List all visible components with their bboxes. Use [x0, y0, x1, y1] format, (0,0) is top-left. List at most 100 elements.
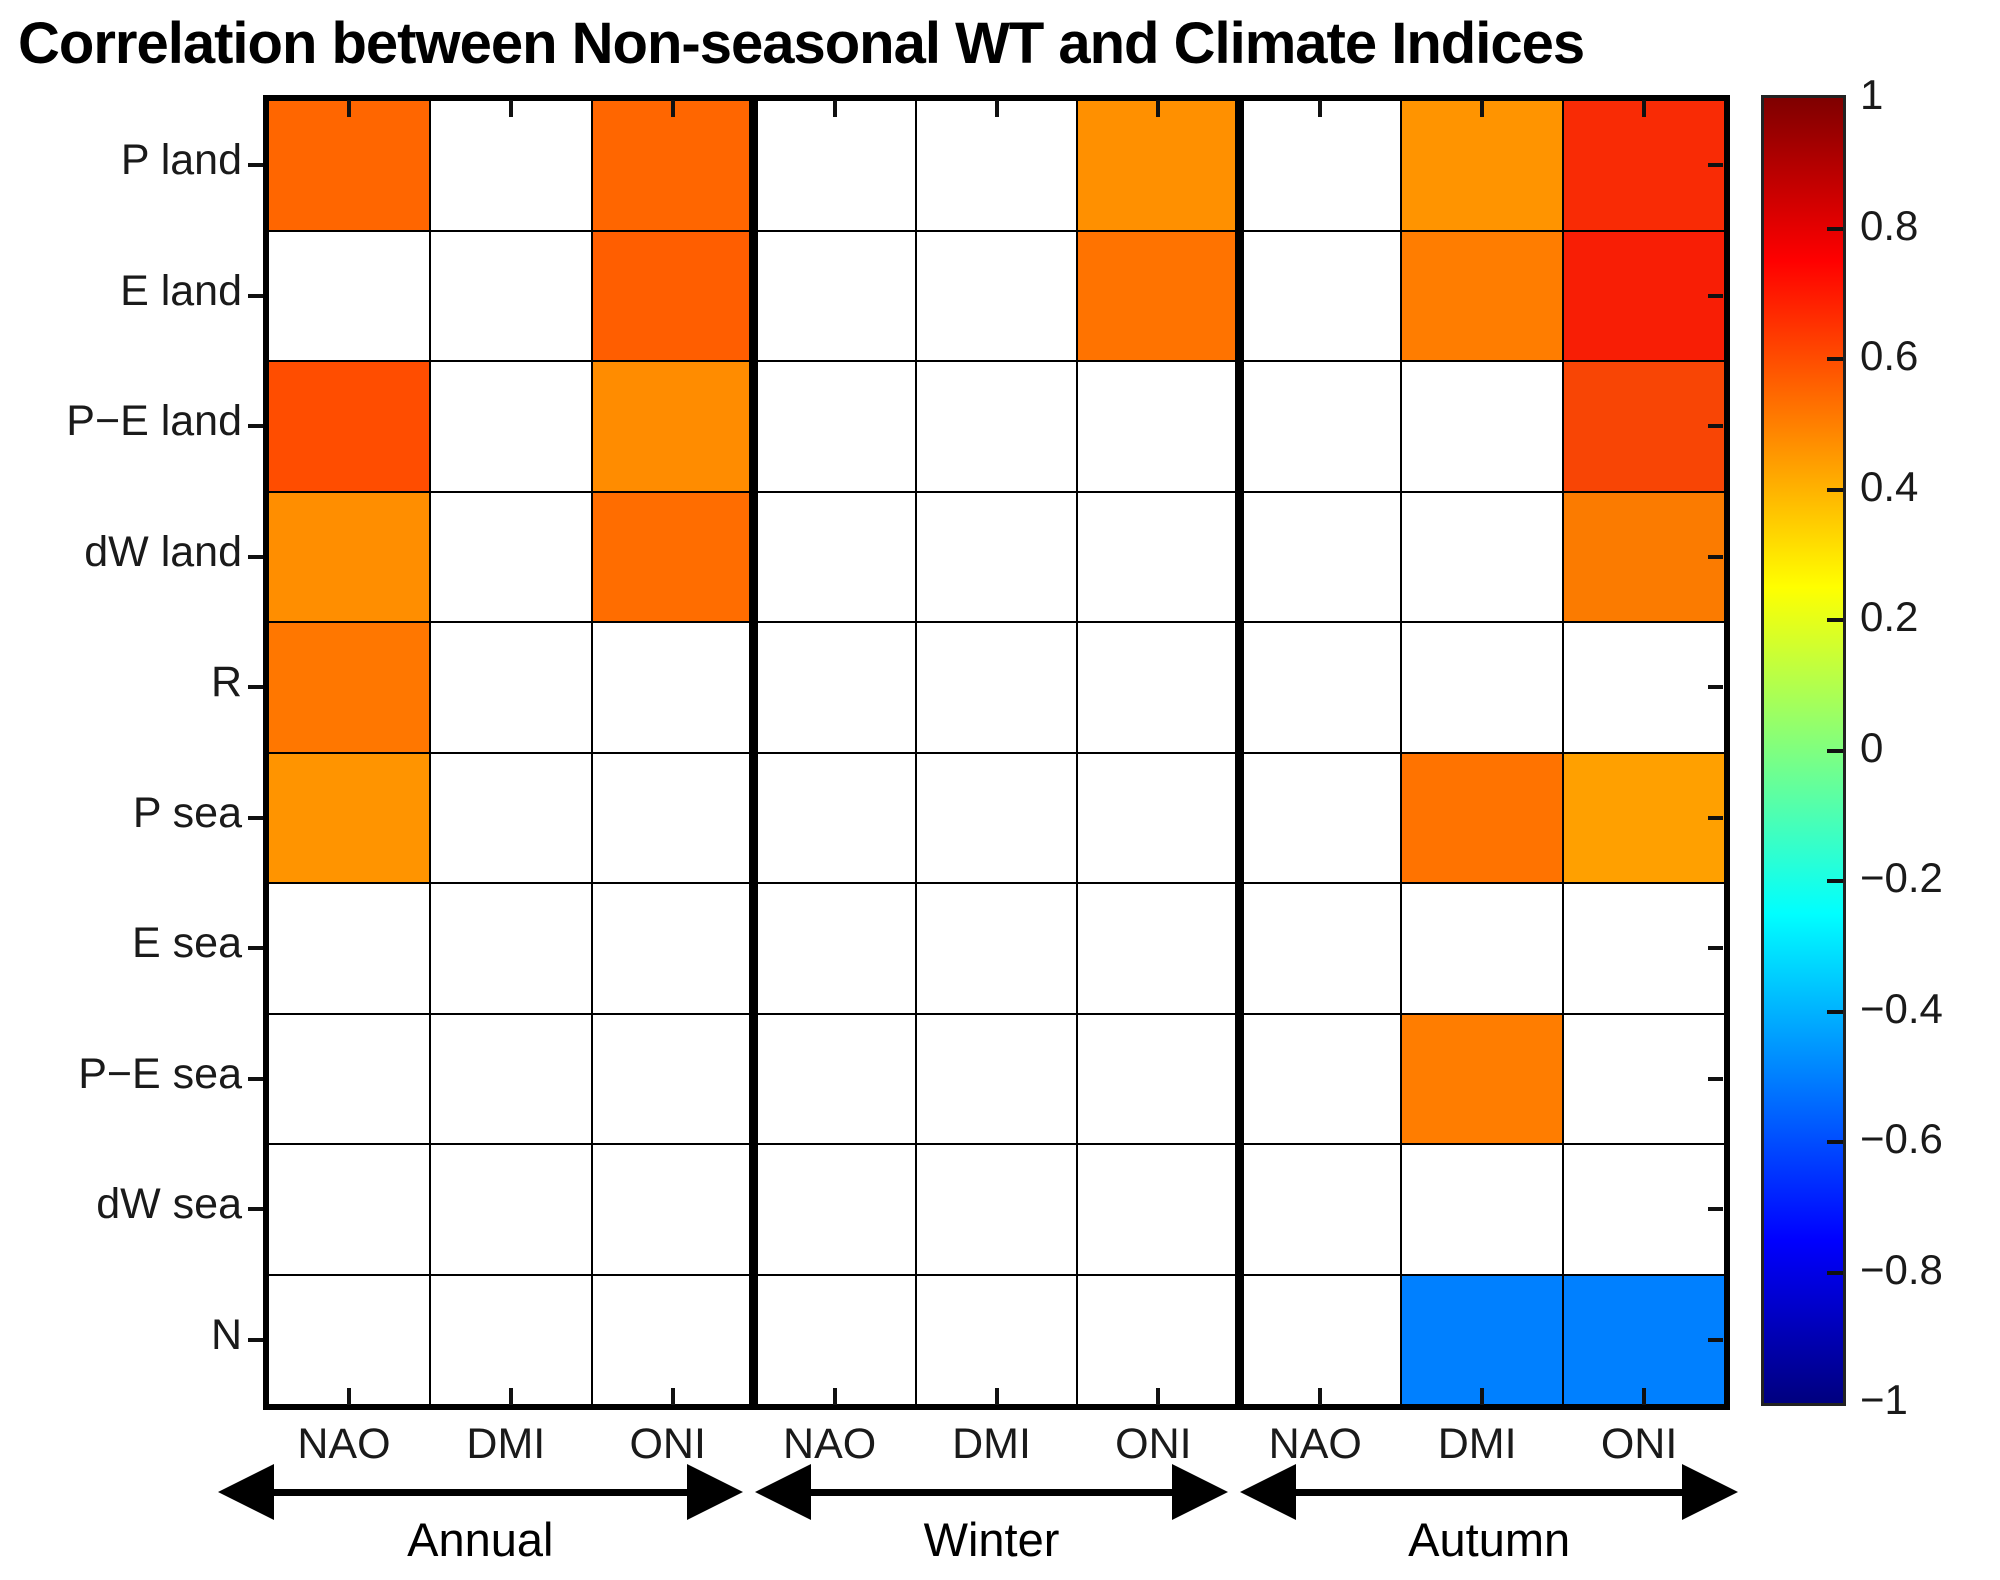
- heatmap-cell: [591, 230, 754, 361]
- y-axis-tick: [1708, 815, 1723, 820]
- heatmap-cell: [1077, 100, 1240, 231]
- heatmap-cell: [1563, 491, 1725, 622]
- colorbar-tick-label: −0.4: [1860, 984, 1943, 1032]
- x-axis-tick: [670, 100, 675, 117]
- heatmap-cell: [1239, 361, 1402, 492]
- heatmap-cell: [1239, 883, 1402, 1014]
- season-label: Autumn: [1408, 1513, 1571, 1566]
- heatmap-cell: [1401, 883, 1564, 1014]
- heatmap-cell: [753, 491, 916, 622]
- y-axis-tick: [248, 293, 263, 298]
- arrow-head-right: [1172, 1464, 1229, 1520]
- y-axis-tick: [1708, 946, 1723, 951]
- heatmap-cell: [1563, 752, 1725, 883]
- colorbar-tick: [1827, 226, 1843, 231]
- y-tick-label: P sea: [132, 788, 242, 837]
- heatmap-cell: [1401, 491, 1564, 622]
- section-divider: [749, 100, 759, 1405]
- heatmap-cell: [268, 622, 430, 753]
- heatmap-cell: [1077, 1274, 1240, 1405]
- colorbar-tick-label: 0.4: [1860, 462, 1919, 510]
- heatmap-cell: [1077, 752, 1240, 883]
- y-axis-tick: [1708, 163, 1723, 168]
- heatmap-cell: [268, 1013, 430, 1144]
- heatmap-cell: [268, 100, 430, 231]
- heatmap-cell: [915, 1144, 1078, 1275]
- heatmap-cell: [753, 230, 916, 361]
- y-tick-label: dW sea: [96, 1180, 242, 1229]
- heatmap-cell: [1563, 1274, 1725, 1405]
- heatmap-cell: [1077, 622, 1240, 753]
- x-tick-label: ONI: [629, 1420, 706, 1468]
- heatmap-cell: [915, 622, 1078, 753]
- x-tick-label: ONI: [1600, 1420, 1678, 1468]
- x-axis-tick: [1156, 1388, 1161, 1405]
- x-tick-label: NAO: [783, 1420, 877, 1468]
- x-axis-tick: [832, 1388, 837, 1405]
- x-axis-tick: [1318, 1388, 1323, 1405]
- heatmap-cell: [591, 883, 754, 1014]
- y-axis-tick: [248, 815, 263, 820]
- heatmap-cell: [1401, 361, 1564, 492]
- y-axis-tick: [248, 424, 263, 429]
- x-axis-tick: [346, 1388, 351, 1405]
- heatmap-cell: [591, 491, 754, 622]
- heatmap-cell: [429, 1144, 592, 1275]
- x-axis-tick: [1480, 1388, 1485, 1405]
- heatmap-cell: [1077, 883, 1240, 1014]
- heatmap-cell: [591, 752, 754, 883]
- chart-title: Correlation between Non-seasonal WT and …: [18, 11, 1585, 76]
- heatmap-cell: [753, 622, 916, 753]
- section-divider: [1234, 100, 1244, 1405]
- x-axis-tick: [670, 1388, 675, 1405]
- heatmap-grid: [248, 95, 1730, 1410]
- x-axis-tick: [1318, 100, 1323, 117]
- colorbar-tick-label: 0: [1860, 723, 1884, 771]
- heatmap-cell: [591, 1013, 754, 1144]
- x-axis-tick: [1642, 1388, 1647, 1405]
- arrow-head-right: [1682, 1464, 1738, 1520]
- heatmap-cell: [429, 361, 592, 492]
- colorbar-tick-label: 0.8: [1860, 201, 1919, 249]
- heatmap-cell: [1077, 1013, 1240, 1144]
- heatmap-cell: [1563, 883, 1725, 1014]
- heatmap-cell: [429, 100, 592, 231]
- heatmap-cell: [429, 883, 592, 1014]
- colorbar-tick-label: −0.8: [1860, 1245, 1943, 1293]
- colorbar-tick-label: −0.6: [1860, 1115, 1943, 1162]
- y-axis-tick: [248, 1207, 263, 1212]
- colorbar-tick: [1827, 487, 1843, 492]
- y-axis-tick: [1708, 1207, 1723, 1212]
- heatmap-cell: [429, 1274, 592, 1405]
- season-label: Annual: [407, 1513, 554, 1566]
- heatmap-cell: [915, 491, 1078, 622]
- x-axis-tick: [994, 1388, 999, 1405]
- y-axis-tick: [1708, 424, 1723, 429]
- heatmap-cell: [915, 100, 1078, 231]
- x-axis-tick: [1156, 100, 1161, 117]
- heatmap-cell: [1563, 1013, 1725, 1144]
- heatmap-cell: [1077, 1144, 1240, 1275]
- y-tick-label: E sea: [132, 919, 242, 968]
- heatmap-cell: [1401, 1274, 1564, 1405]
- season-label: Winter: [923, 1513, 1060, 1566]
- heatmap-cell: [915, 361, 1078, 492]
- heatmap-cell: [1077, 491, 1240, 622]
- heatmap-cell: [429, 622, 592, 753]
- y-axis-tick: [248, 1337, 263, 1342]
- heatmap-cell: [268, 230, 430, 361]
- heatmap-cell: [591, 100, 754, 231]
- heatmap-cell: [915, 883, 1078, 1014]
- y-axis-tick: [1708, 293, 1723, 298]
- heatmap-cell: [1401, 752, 1564, 883]
- heatmap-cell: [591, 622, 754, 753]
- heatmap-cell: [753, 1274, 916, 1405]
- x-tick-label: DMI: [466, 1420, 546, 1468]
- arrow-head-left: [754, 1464, 811, 1520]
- heatmap-cell: [1401, 1013, 1564, 1144]
- heatmap-cell: [1239, 1144, 1402, 1275]
- colorbar-tick: [1827, 357, 1843, 361]
- heatmap-cell: [429, 752, 592, 883]
- heatmap-cell: [268, 883, 430, 1014]
